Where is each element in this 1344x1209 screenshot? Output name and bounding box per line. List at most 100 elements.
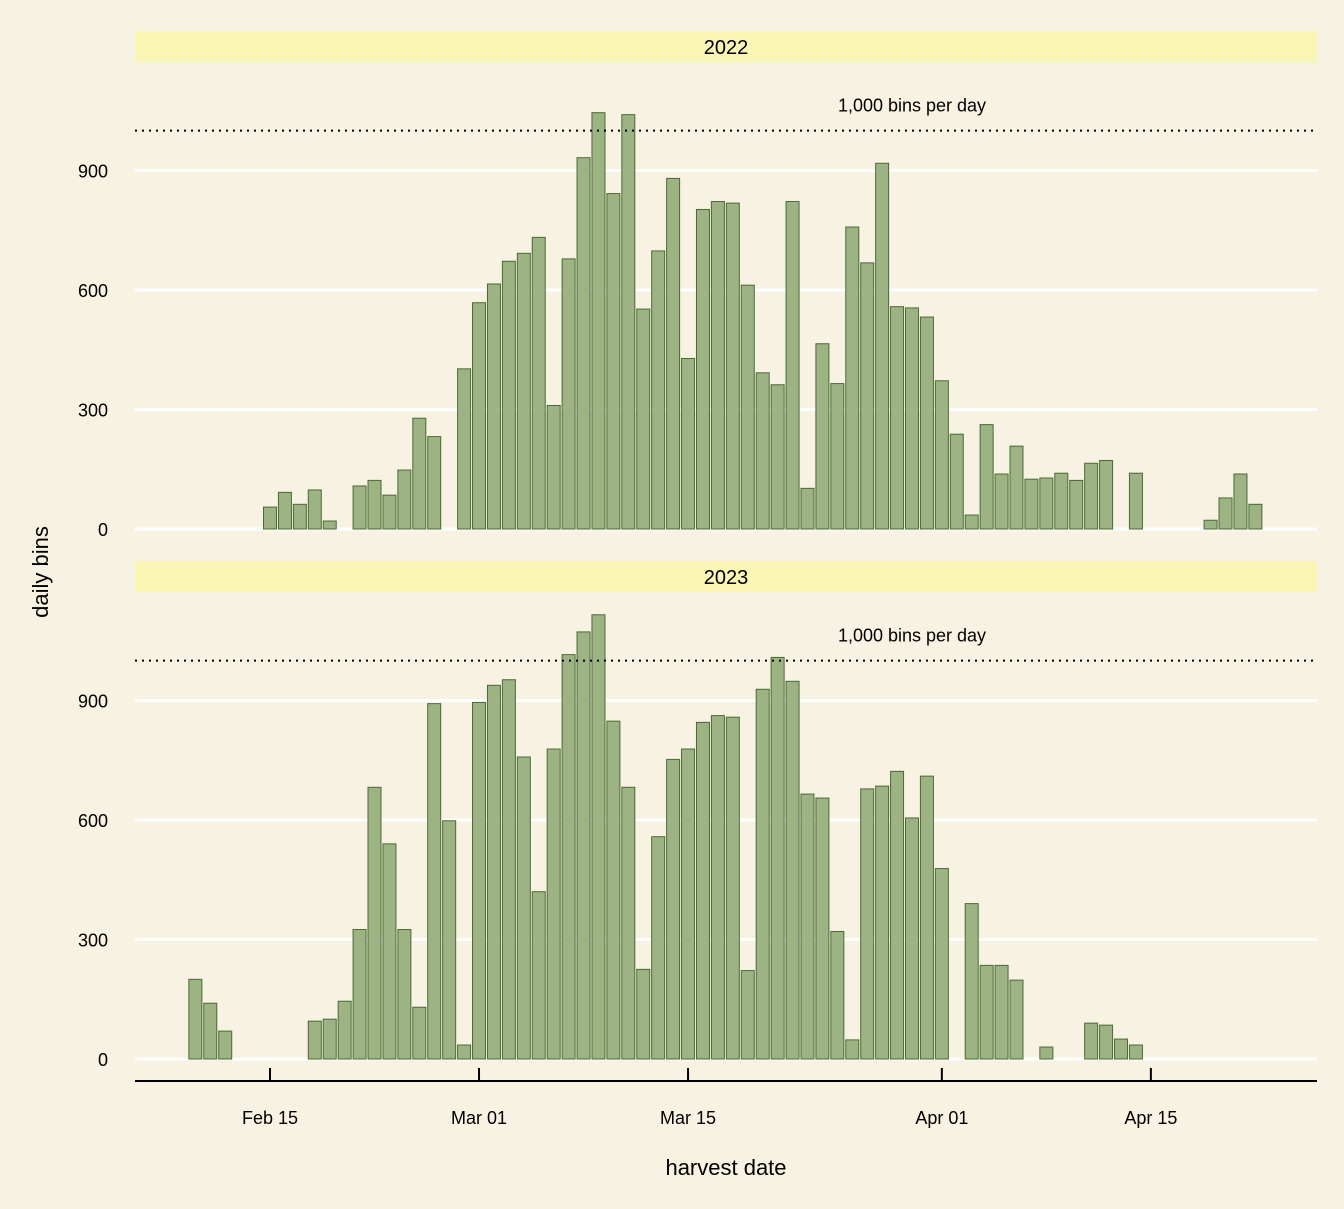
- bar: [904, 817, 919, 1060]
- bar: [1009, 445, 1024, 530]
- bar: [800, 793, 815, 1060]
- bar: [307, 489, 322, 530]
- bar: [203, 1002, 218, 1060]
- bar: [382, 494, 397, 530]
- y-tick-label: 600: [78, 281, 108, 301]
- bar: [934, 868, 949, 1060]
- bar: [561, 654, 576, 1060]
- bar: [830, 931, 845, 1060]
- bar: [591, 614, 606, 1060]
- bar: [636, 968, 651, 1060]
- x-tick-label: Apr 15: [1124, 1108, 1177, 1128]
- bar: [382, 843, 397, 1060]
- bar: [1218, 497, 1233, 530]
- bar: [546, 405, 561, 530]
- bar: [531, 236, 546, 530]
- bar: [1024, 478, 1039, 530]
- bar: [964, 903, 979, 1060]
- facet-strip: [135, 31, 1317, 62]
- bar: [860, 788, 875, 1060]
- x-tick-label: Feb 15: [242, 1108, 298, 1128]
- bar: [1084, 1022, 1099, 1060]
- x-tick-label: Mar 01: [451, 1108, 507, 1128]
- bar: [1128, 1044, 1143, 1060]
- bar: [785, 680, 800, 1060]
- bar: [964, 514, 979, 530]
- bar: [875, 162, 890, 530]
- bar: [591, 112, 606, 530]
- bar: [352, 929, 367, 1060]
- bar: [546, 748, 561, 1060]
- bar: [1039, 1046, 1054, 1060]
- bar: [277, 491, 292, 530]
- bar: [770, 656, 785, 1060]
- bar: [322, 520, 337, 530]
- bar: [979, 424, 994, 530]
- bar: [904, 307, 919, 530]
- bar: [845, 226, 860, 530]
- bar: [666, 758, 681, 1060]
- bar: [621, 786, 636, 1060]
- bar: [919, 316, 934, 530]
- bar: [1009, 979, 1024, 1060]
- bar: [994, 964, 1009, 1060]
- y-tick-label: 300: [78, 930, 108, 950]
- y-tick-label: 300: [78, 400, 108, 420]
- bar: [949, 433, 964, 530]
- bar: [785, 201, 800, 530]
- reference-line-label: 1,000 bins per day: [838, 96, 986, 116]
- bar: [1248, 503, 1263, 530]
- bar: [681, 357, 696, 530]
- bar: [561, 258, 576, 530]
- bar: [486, 283, 501, 530]
- bar: [472, 302, 487, 530]
- bar: [427, 703, 442, 1060]
- bar: [666, 177, 681, 530]
- bar: [606, 193, 621, 530]
- bar: [576, 631, 591, 1060]
- y-tick-label: 900: [78, 691, 108, 711]
- y-axis-label: daily bins: [28, 526, 53, 618]
- bar: [1099, 1024, 1114, 1060]
- bar: [800, 487, 815, 530]
- bar: [1099, 459, 1114, 530]
- bar: [367, 479, 382, 530]
- facet-strip-label: 2023: [704, 567, 749, 589]
- bar: [725, 716, 740, 1060]
- bar: [695, 208, 710, 530]
- bar: [651, 836, 666, 1060]
- bar: [979, 964, 994, 1060]
- bar: [710, 715, 725, 1060]
- bar: [651, 250, 666, 530]
- bar: [218, 1030, 233, 1060]
- bar: [830, 383, 845, 530]
- x-axis-label: harvest date: [665, 1155, 786, 1180]
- bar: [397, 469, 412, 530]
- bar: [755, 688, 770, 1060]
- bar: [516, 756, 531, 1060]
- bar: [457, 368, 472, 530]
- bar: [367, 786, 382, 1060]
- bar: [815, 797, 830, 1060]
- x-tick-label: Apr 01: [915, 1108, 968, 1128]
- bar: [501, 260, 516, 530]
- bar: [501, 679, 516, 1060]
- bar: [576, 157, 591, 530]
- bar: [890, 770, 905, 1060]
- bar: [352, 485, 367, 530]
- bar: [1054, 472, 1069, 530]
- bar: [472, 701, 487, 1060]
- bar: [1039, 477, 1054, 530]
- y-tick-label: 0: [98, 520, 108, 540]
- bar: [442, 820, 457, 1060]
- bar: [292, 503, 307, 530]
- facet-strip-label: 2022: [704, 37, 749, 59]
- bar: [307, 1020, 322, 1060]
- bar: [875, 785, 890, 1060]
- bar: [621, 114, 636, 530]
- bar: [695, 721, 710, 1060]
- bar: [890, 306, 905, 530]
- bar: [1203, 519, 1218, 530]
- bar: [337, 1000, 352, 1060]
